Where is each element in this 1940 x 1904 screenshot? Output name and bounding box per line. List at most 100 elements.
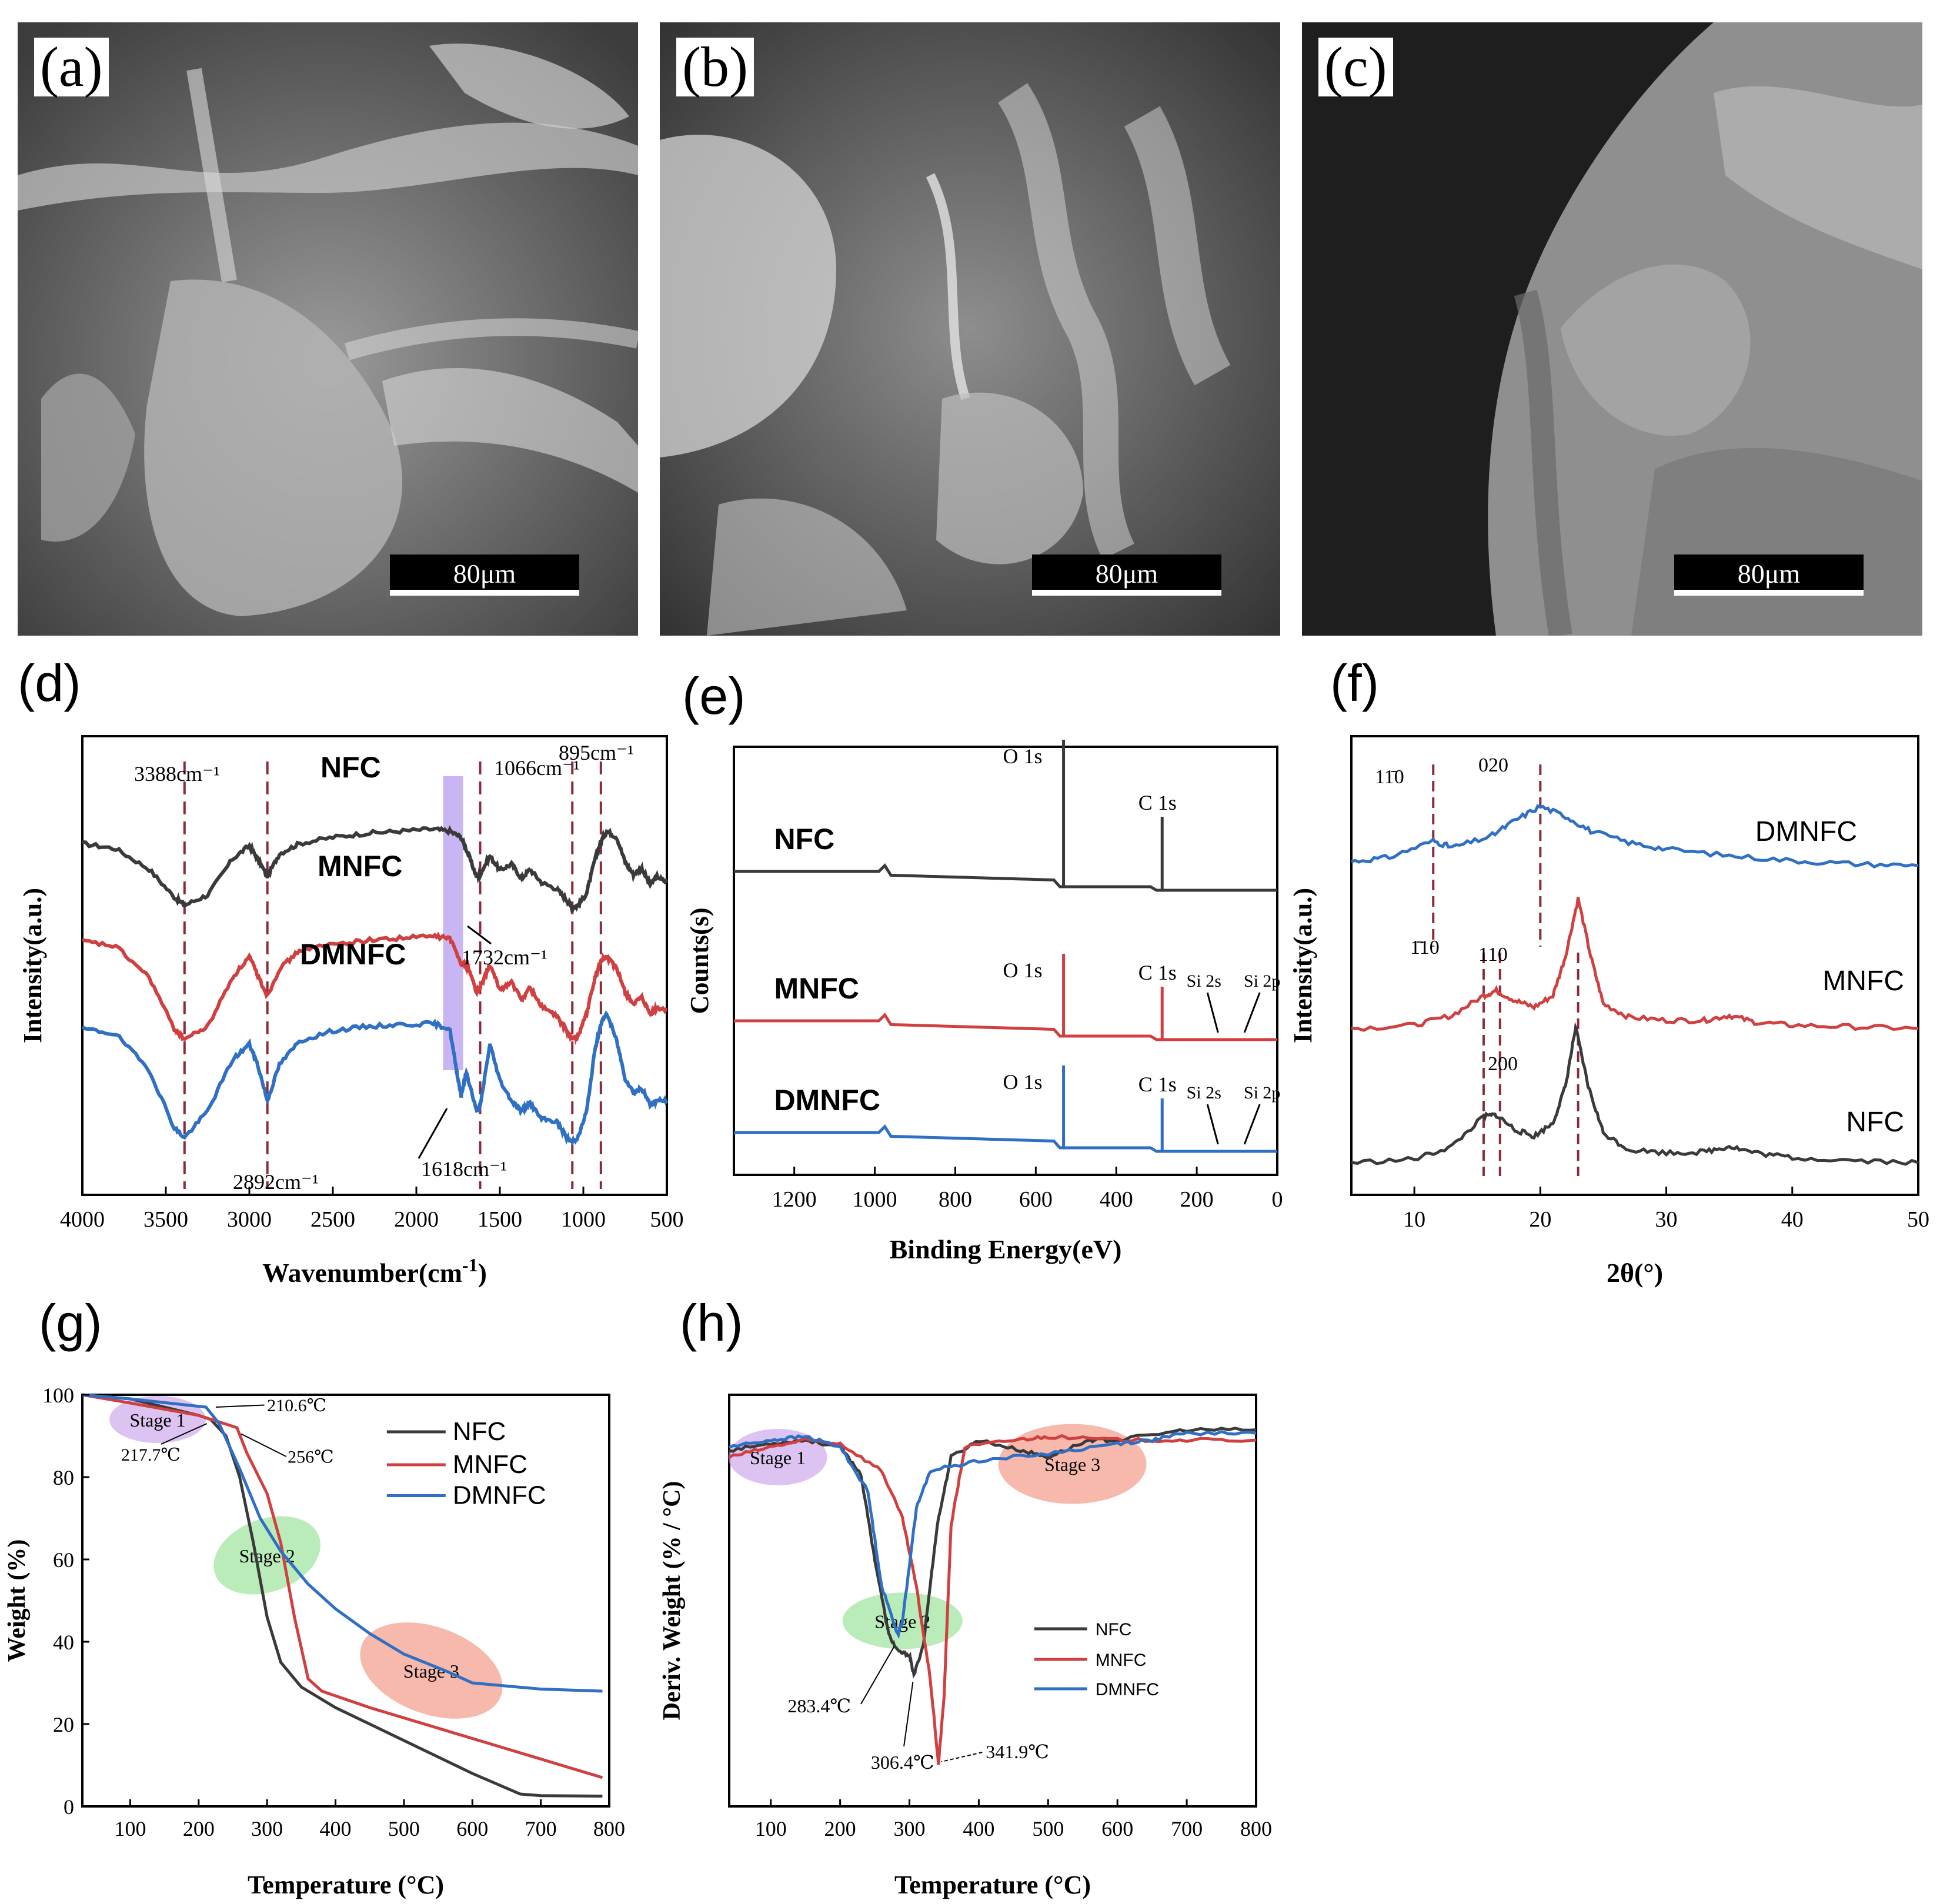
x-tick-label-3: 400 — [320, 1817, 352, 1840]
annotation-1: 306.4℃ — [871, 1752, 934, 1773]
x-tick-label-4: 500 — [1032, 1817, 1064, 1840]
sem-texture-c — [1302, 22, 1922, 636]
legend-label-dmnfc: DMNFC — [1096, 1680, 1159, 1699]
x-axis-label: Binding Energy(eV) — [890, 1234, 1122, 1264]
x-tick-label-2: 300 — [251, 1817, 283, 1840]
annotation-0: 283.4℃ — [787, 1695, 851, 1716]
annotation-2: 217.7℃ — [121, 1445, 181, 1465]
x-tick-label-2: 800 — [939, 1187, 972, 1212]
annotation-2: 1732cm⁻¹ — [462, 946, 547, 969]
sem-image-c: (c) 80μm — [1302, 22, 1922, 636]
y-tick-label-3: 60 — [53, 1548, 74, 1572]
x-tick-label-2: 30 — [1655, 1207, 1678, 1232]
annotation-4: 1066cm⁻¹ — [494, 756, 580, 780]
legend-label-nfc: NFC — [453, 1417, 506, 1446]
x-axis-label-end: ) — [478, 1258, 487, 1288]
panel-label-g: (g) — [39, 1294, 102, 1352]
legend-label-mnfc: MNFC — [453, 1450, 527, 1479]
x-tick-label-4: 2000 — [394, 1207, 439, 1232]
x-tick-label-0: 10 — [1403, 1207, 1425, 1232]
peak-arrow-si2s-dmnfc — [1206, 1104, 1219, 1145]
x-axis-label: Temperature (°C) — [248, 1870, 444, 1899]
stage-label-2: Stage 2 — [239, 1545, 295, 1566]
x-tick-label-3: 40 — [1781, 1207, 1804, 1232]
stage-label-1: Stage 1 — [129, 1409, 185, 1431]
peak-label-si2p-dmnfc: Si 2p — [1244, 1083, 1281, 1103]
sem-texture-b — [660, 22, 1280, 636]
series-label-nfc: NFC — [774, 823, 834, 856]
highlight-band — [443, 776, 463, 1070]
peak-label-c1s-mnfc: C 1s — [1138, 961, 1177, 984]
annotation-1: 256℃ — [288, 1448, 334, 1467]
series-label-dmnfc: DMNFC — [300, 938, 406, 971]
series-line-mnfc — [82, 1393, 603, 1779]
series-line-nfc — [82, 825, 669, 914]
series-line-dmnfc — [729, 1429, 1257, 1639]
peak-label-o1s-mnfc: O 1s — [1003, 958, 1043, 982]
x-tick-label-1: 1000 — [853, 1187, 897, 1212]
peak-label-si2s-mnfc: Si 2s — [1187, 971, 1221, 991]
stage-ellipse-2 — [213, 1516, 321, 1595]
plot-frame — [81, 735, 668, 1196]
x-tick-label-4: 400 — [1100, 1187, 1133, 1212]
peak-arrow-si2s-mnfc — [1206, 992, 1219, 1033]
chart-xps: Counts(s) Binding Energy(eV) O 1s C 1s NFC… — [685, 740, 1283, 1264]
annotation-4: 200 — [1488, 1053, 1518, 1075]
x-axis-label-sup: -1 — [462, 1254, 478, 1275]
x-tick-label-6: 700 — [525, 1817, 557, 1840]
y-tick-label-2: 40 — [53, 1631, 74, 1654]
chart-tga: Weight (%) Temperature (°C) Stage 1 Stage… — [4, 1384, 625, 1899]
sem-texture-a — [18, 22, 638, 636]
series-label-mnfc: MNFC — [1822, 966, 1904, 997]
x-tick-label-6: 1000 — [561, 1207, 606, 1232]
x-tick-label-1: 200 — [824, 1817, 856, 1840]
series-line-dmnfc — [734, 1124, 1277, 1153]
stage-ellipse-1 — [109, 1396, 206, 1443]
panel-label-d: (d) — [18, 654, 81, 712]
series-line-mnfc — [81, 931, 668, 1045]
x-tick-label-3: 400 — [963, 1817, 994, 1840]
x-axis-label-main: Wavenumber(cm — [262, 1258, 462, 1288]
annotation-2: 1̄10 — [1410, 937, 1440, 958]
scale-bar-label-c: 80μm — [1737, 559, 1801, 589]
x-tick-label-0: 100 — [755, 1817, 787, 1840]
panel-tag-b: (b) — [676, 38, 754, 96]
x-tick-label-7: 500 — [650, 1207, 684, 1232]
annotation-1: 2892cm⁻¹ — [233, 1170, 319, 1194]
x-tick-label-5: 1500 — [478, 1207, 522, 1232]
annotation-3: 110 — [1478, 944, 1508, 966]
annotation-0: 11̄0 — [1375, 766, 1404, 788]
x-tick-label-3: 600 — [1019, 1187, 1053, 1212]
x-tick-label-1: 3500 — [143, 1207, 188, 1232]
y-tick-label-4: 80 — [53, 1466, 74, 1489]
stage-label-3: Stage 3 — [1044, 1454, 1100, 1475]
annotation-5: 895cm⁻¹ — [559, 741, 634, 764]
series-line-mnfc — [734, 1013, 1277, 1041]
x-tick-label-4: 50 — [1907, 1207, 1929, 1232]
annotation-3: 1618cm⁻¹ — [421, 1157, 507, 1181]
panel-label-h: (h) — [680, 1294, 743, 1352]
x-tick-label-5: 200 — [1180, 1187, 1214, 1212]
series-line-nfc — [734, 863, 1277, 892]
series-line-dmnfc — [1351, 804, 1919, 869]
y-axis-label: Deriv. Weight (% / °C) — [659, 1481, 686, 1721]
annotation-leader-210 — [215, 1404, 265, 1408]
annotation-leader-306 — [903, 1681, 914, 1747]
legend-label-nfc: NFC — [1096, 1620, 1132, 1639]
series-line-nfc — [1351, 1021, 1919, 1166]
series-label-mnfc: MNFC — [774, 972, 859, 1005]
x-tick-label-4: 500 — [388, 1817, 420, 1840]
peak-label-o1s-dmnfc: O 1s — [1003, 1070, 1043, 1094]
x-tick-label-1: 200 — [183, 1817, 215, 1840]
y-tick-label-1: 20 — [53, 1713, 74, 1736]
x-axis-label: Wavenumber(cm-1) — [262, 1254, 487, 1288]
panel-label-f: (f) — [1330, 654, 1380, 712]
scale-bar-a: 80μm — [390, 555, 579, 596]
y-axis-label: Intensity(a.u.) — [1288, 888, 1317, 1043]
series-line-mnfc — [1351, 897, 1919, 1032]
y-axis-label: Weight (%) — [4, 1539, 31, 1662]
annotation-leader-1732 — [467, 925, 492, 945]
series-label-nfc: NFC — [1846, 1107, 1904, 1138]
plot-frame — [1350, 735, 1919, 1196]
chart-xrd: Intensity(a.u.) 2θ(°) DMNFC MNFC NFC 11̄0 02… — [1288, 735, 1929, 1288]
